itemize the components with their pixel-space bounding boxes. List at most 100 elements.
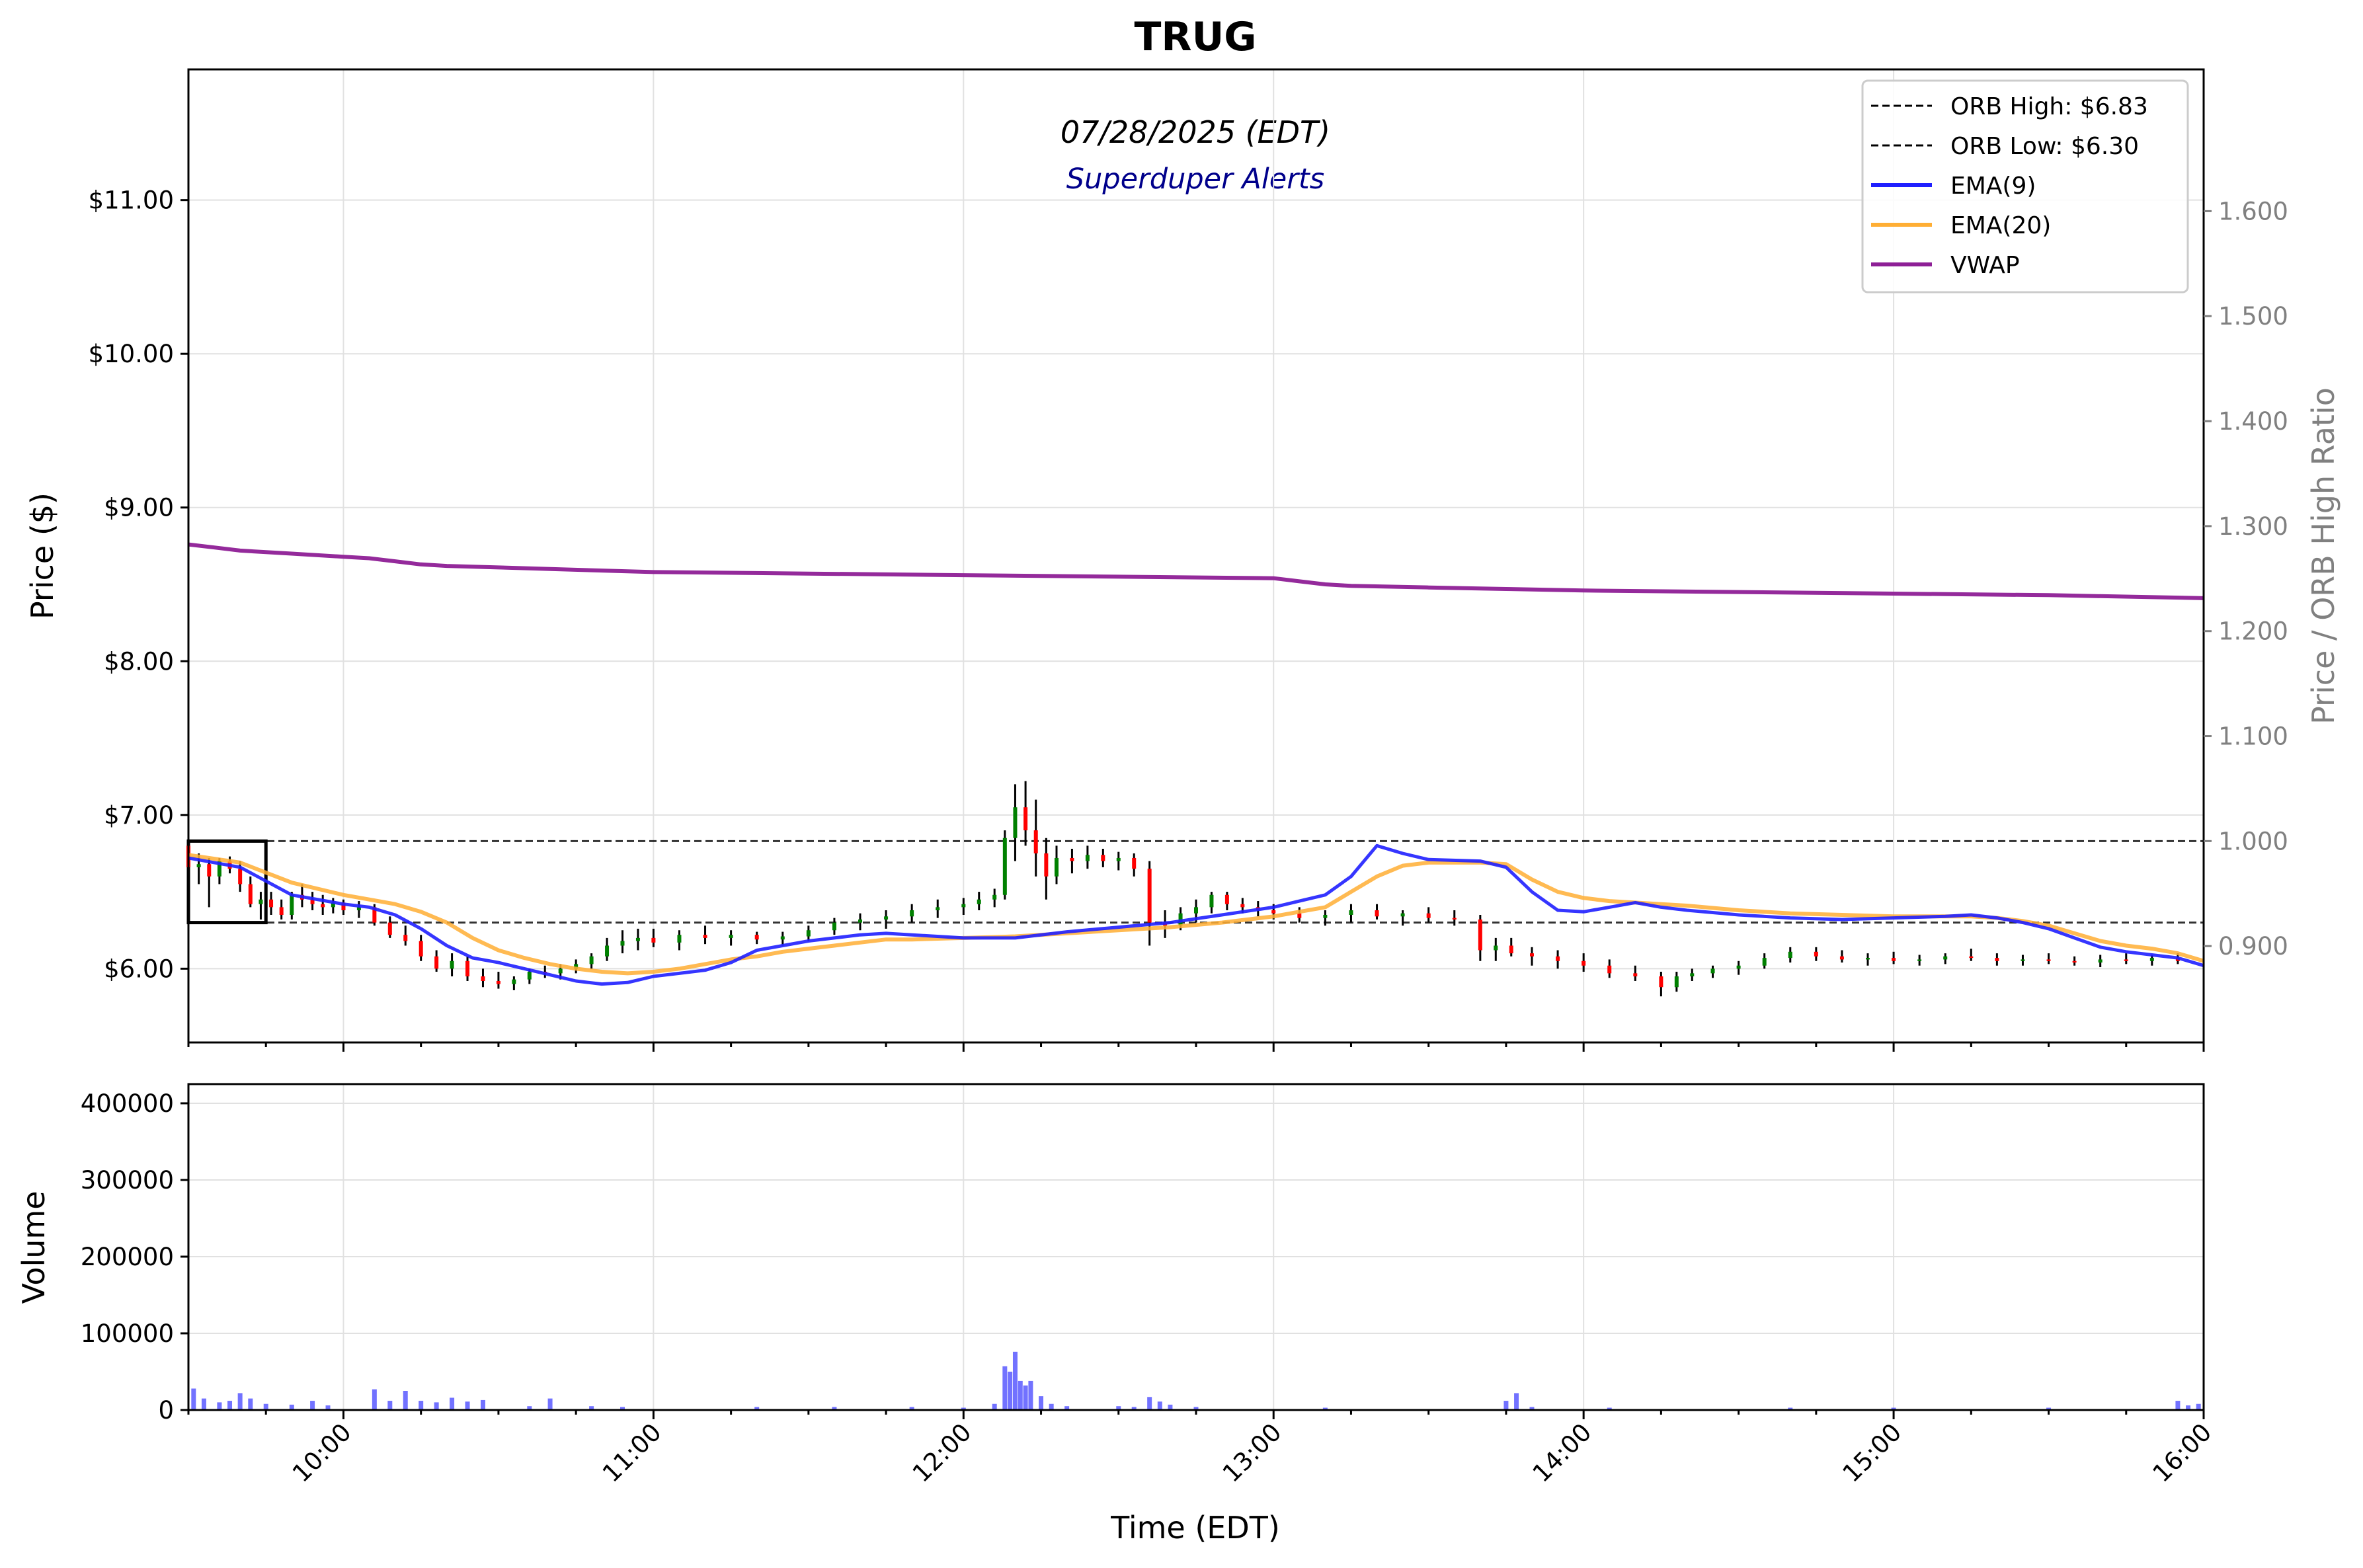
volume-bar-43	[1503, 1401, 1509, 1410]
volume-bar-33	[1039, 1396, 1044, 1410]
volume-bar-1	[201, 1398, 206, 1410]
volume-bar-25	[961, 1407, 966, 1410]
candle-body-73	[1375, 910, 1379, 917]
price-ytick-label-3: $9.00	[104, 494, 174, 522]
volume-bar-29	[1012, 1351, 1018, 1410]
candle-body-26	[512, 979, 516, 984]
volume-bar-34	[1049, 1403, 1054, 1410]
volume-bar-35	[1064, 1406, 1070, 1410]
candle-body-46	[936, 907, 940, 911]
volume-bar-15	[450, 1397, 455, 1410]
candle-body-100	[2021, 959, 2025, 961]
volume-bar-40	[1168, 1404, 1173, 1410]
candle-body-6	[248, 884, 253, 904]
candle-body-33	[620, 941, 625, 946]
volume-ytick-label-4: 400000	[81, 1089, 174, 1118]
volume-bar-16	[465, 1401, 470, 1410]
volume-bar-24	[909, 1407, 914, 1410]
volume-bar-47	[1788, 1407, 1793, 1410]
candle-body-59	[1116, 857, 1121, 861]
candle-body-18	[387, 922, 392, 935]
candle-body-31	[589, 956, 594, 964]
candle-body-104	[2124, 959, 2128, 961]
candle-body-42	[832, 922, 836, 931]
volume-bar-44	[1514, 1393, 1519, 1410]
candle-body-98	[1969, 956, 1974, 959]
candle-body-82	[1582, 960, 1586, 966]
volume-ytick-label-0: 0	[158, 1396, 174, 1425]
candle-body-40	[780, 936, 785, 940]
candle-body-102	[2072, 960, 2077, 963]
price-ytick-label-4: $10.00	[89, 340, 174, 368]
candle-body-95	[1892, 958, 1896, 961]
candle-body-39	[754, 935, 759, 940]
candle-body-9	[279, 907, 284, 915]
volume-bar-31	[1023, 1385, 1028, 1410]
candle-body-103	[2098, 959, 2103, 963]
candle-body-45	[910, 910, 914, 917]
volume-bar-22	[754, 1407, 760, 1410]
candle-body-69	[1271, 910, 1276, 914]
candle-body-8	[269, 899, 274, 908]
candle-body-74	[1400, 913, 1405, 917]
candle-body-37	[703, 935, 707, 938]
volume-bar-32	[1028, 1380, 1033, 1410]
candle-body-83	[1607, 965, 1612, 974]
legend-orb-low: ORB Low: $6.30	[1950, 133, 2139, 160]
candle-body-70	[1297, 913, 1302, 918]
legend-box	[1861, 79, 2189, 294]
candle-body-36	[677, 935, 682, 943]
volume-bar-20	[589, 1406, 594, 1410]
price-axis-label: Price ($)	[24, 492, 60, 619]
candle-body-53	[1033, 830, 1038, 853]
volume-bar-18	[527, 1406, 532, 1410]
volume-bar-51	[2186, 1405, 2191, 1410]
candle-body-94	[1866, 958, 1870, 960]
candle-body-72	[1349, 910, 1353, 915]
volume-bar-42	[1322, 1407, 1328, 1410]
candle-body-90	[1762, 958, 1767, 966]
candle-body-50	[1002, 838, 1007, 895]
volume-bar-17	[480, 1399, 485, 1410]
volume-ytick-label-1: 100000	[81, 1319, 174, 1348]
volume-ytick-label-2: 200000	[81, 1243, 174, 1271]
price-ytick-label-0: $6.00	[104, 955, 174, 983]
candle-body-99	[1995, 958, 1999, 961]
candle-body-105	[2149, 958, 2154, 961]
volume-bar-50	[2175, 1401, 2181, 1410]
candle-body-49	[992, 894, 997, 900]
volume-bar-5	[248, 1398, 253, 1410]
volume-bar-12	[403, 1391, 408, 1410]
price-ytick-label-5: $11.00	[89, 186, 174, 215]
candle-body-66	[1224, 894, 1229, 904]
ratio-ytick-label-5: 1.400	[2218, 407, 2288, 436]
candle-body-19	[403, 935, 408, 941]
brand-watermark: Superduper Alerts	[1066, 163, 1324, 196]
candle-body-43	[858, 919, 862, 923]
candle-body-29	[558, 968, 563, 974]
candle-body-77	[1478, 919, 1482, 951]
volume-bar-2	[217, 1402, 222, 1410]
volume-bar-49	[2046, 1407, 2052, 1410]
candle-body-44	[884, 916, 889, 920]
ratio-ytick-label-7: 1.600	[2218, 197, 2288, 225]
ratio-ytick-label-0: 0.900	[2218, 932, 2288, 960]
candle-body-76	[1452, 918, 1457, 920]
candle-body-34	[635, 937, 640, 941]
volume-bar-11	[387, 1401, 393, 1410]
candle-body-5	[238, 869, 243, 884]
candle-body-30	[574, 964, 579, 969]
candle-body-23	[465, 960, 470, 977]
ratio-ytick-label-6: 1.500	[2218, 302, 2288, 331]
candle-body-48	[977, 899, 981, 904]
ratio-ytick-label-2: 1.100	[2218, 723, 2288, 751]
candle-body-101	[2046, 959, 2051, 961]
candle-body-61	[1147, 869, 1152, 923]
candle-body-80	[1530, 953, 1534, 957]
volume-y-axis: 0 100000 200000 300000 400000	[81, 1089, 188, 1425]
candle-body-51	[1013, 807, 1018, 838]
candle-body-85	[1659, 976, 1663, 988]
candle-body-21	[434, 956, 439, 969]
candle-body-58	[1101, 855, 1105, 861]
